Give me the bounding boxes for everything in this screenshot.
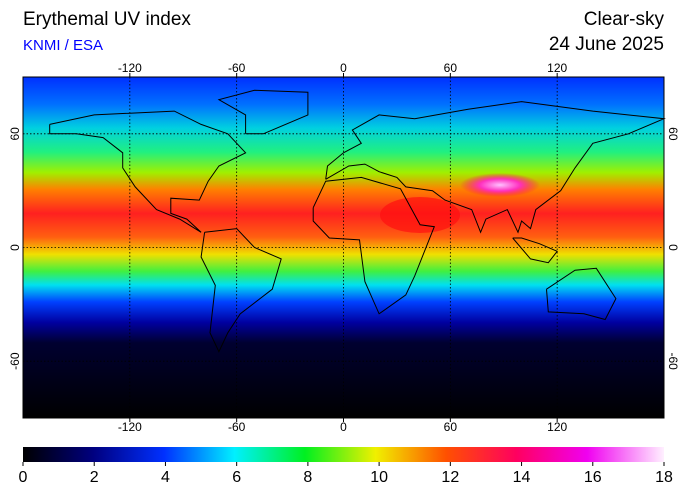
uv-hotspot bbox=[380, 197, 460, 233]
lat-label-right: 0 bbox=[666, 244, 680, 251]
colorbar-label: 6 bbox=[232, 469, 241, 486]
colorbar-label: 14 bbox=[513, 469, 531, 486]
coastline bbox=[49, 110, 247, 233]
date: 24 June 2025 bbox=[549, 34, 664, 55]
lon-label-top: -60 bbox=[228, 61, 246, 75]
lon-label-bottom: 120 bbox=[547, 420, 567, 434]
coastline bbox=[546, 267, 617, 321]
lon-label-top: 60 bbox=[444, 61, 458, 75]
graticule: -120 -120 -60 -60 0 0 60 60 120 120 60 60 0 0 -60 -60 bbox=[8, 61, 680, 434]
lat-label-left: -60 bbox=[8, 352, 22, 370]
coastline bbox=[312, 176, 436, 315]
colorbar-label: 2 bbox=[90, 469, 99, 486]
coastline bbox=[512, 237, 558, 264]
lon-label-bottom: -60 bbox=[228, 420, 246, 434]
coastline bbox=[217, 89, 309, 135]
colorbar bbox=[23, 447, 664, 462]
title: Erythemal UV index bbox=[23, 9, 191, 30]
uv-hotspot bbox=[460, 173, 540, 197]
lat-label-right: -60 bbox=[666, 352, 680, 370]
condition: Clear-sky bbox=[584, 9, 665, 30]
colorbar-label: 4 bbox=[161, 469, 170, 486]
lat-label-left: 0 bbox=[8, 244, 22, 251]
colorbar-label: 12 bbox=[441, 469, 459, 486]
colorbar-label: 10 bbox=[370, 469, 388, 486]
lon-label-top: 120 bbox=[547, 61, 567, 75]
map bbox=[23, 77, 664, 418]
lat-label-right: 60 bbox=[666, 127, 680, 141]
lon-label-top: -120 bbox=[118, 61, 142, 75]
source: KNMI / ESA bbox=[23, 37, 103, 54]
lon-label-top: 0 bbox=[340, 61, 347, 75]
colorbar-axis: 0 2 4 6 8 10 12 14 16 18 bbox=[19, 462, 673, 486]
lon-label-bottom: 60 bbox=[444, 420, 458, 434]
lon-label-bottom: -120 bbox=[118, 420, 142, 434]
colorbar-label: 8 bbox=[303, 469, 312, 486]
colorbar-label: 16 bbox=[584, 469, 602, 486]
colorbar-label: 18 bbox=[655, 469, 673, 486]
lat-label-left: 60 bbox=[8, 127, 22, 141]
uv-field bbox=[23, 77, 664, 418]
colorbar-label: 0 bbox=[19, 469, 28, 486]
lon-label-bottom: 0 bbox=[340, 420, 347, 434]
coastlines bbox=[49, 89, 666, 353]
coastline bbox=[200, 228, 282, 353]
coastline bbox=[325, 101, 666, 234]
map-frame bbox=[22, 76, 665, 419]
